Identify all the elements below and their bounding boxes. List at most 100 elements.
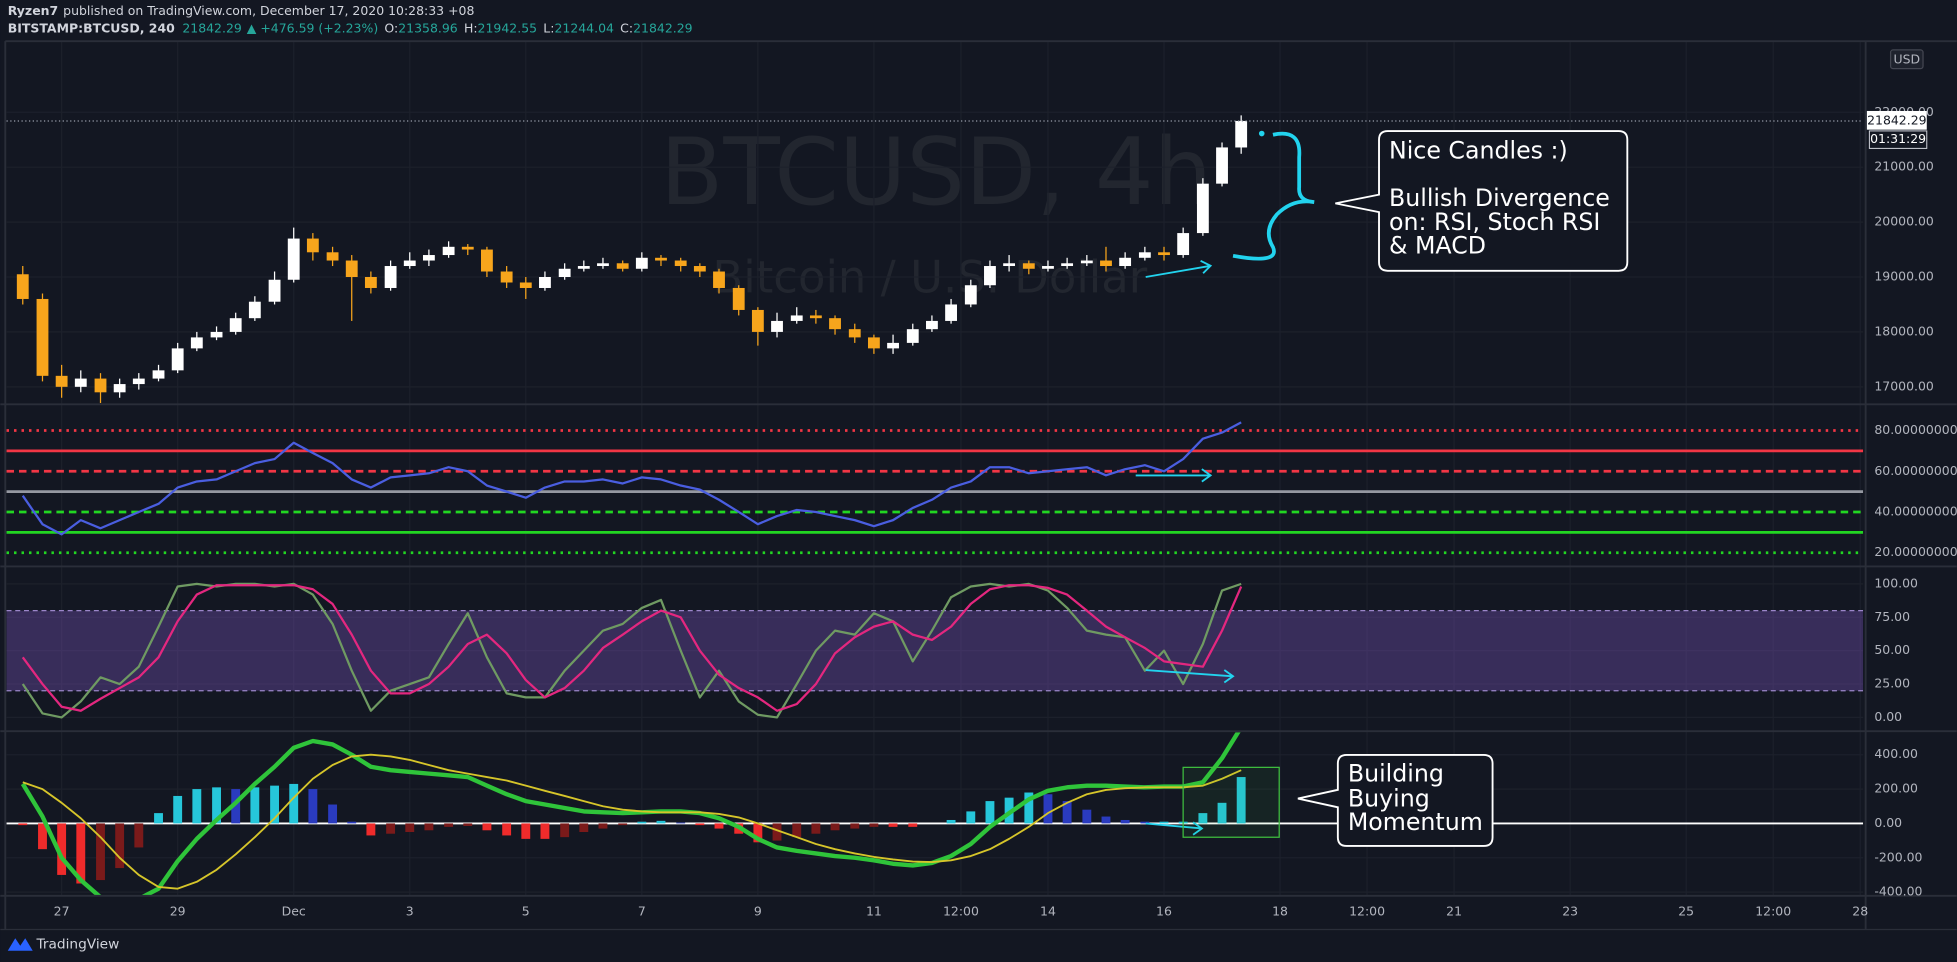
candle-body bbox=[422, 255, 435, 261]
brace bbox=[1232, 131, 1315, 261]
histogram-bar bbox=[154, 813, 163, 824]
candle-body bbox=[287, 238, 300, 280]
histogram-bar bbox=[38, 823, 47, 850]
callout-text: Buying bbox=[1348, 784, 1430, 812]
candle-body bbox=[1196, 183, 1209, 234]
histogram-bar bbox=[212, 787, 221, 824]
candle-body bbox=[713, 271, 725, 288]
x-tick-label: 25 bbox=[1678, 904, 1694, 919]
brand-logo bbox=[7, 938, 33, 951]
candle-body bbox=[1061, 263, 1074, 267]
candle-body bbox=[635, 257, 648, 269]
candle-body bbox=[500, 271, 513, 283]
candle-body bbox=[867, 337, 880, 349]
x-tick-label: 21 bbox=[1446, 904, 1462, 919]
histogram-bar bbox=[308, 789, 318, 824]
histogram-bar bbox=[908, 823, 918, 827]
histogram-bar bbox=[946, 819, 956, 824]
price-label-box bbox=[1866, 110, 1927, 130]
candle-body bbox=[1022, 263, 1035, 269]
callout-text: on: RSI, Stoch RSI bbox=[1389, 208, 1600, 236]
divergence-arrow bbox=[1145, 821, 1204, 836]
histogram-bar bbox=[579, 823, 589, 833]
x-tick-label: 14 bbox=[1040, 904, 1056, 919]
histogram-bar bbox=[76, 823, 86, 884]
candle-body bbox=[790, 315, 803, 321]
histogram-bar bbox=[1101, 816, 1111, 824]
low-label: L: bbox=[543, 20, 554, 35]
histogram-bar bbox=[598, 823, 608, 829]
y-tick-label: 40.000000000 bbox=[1874, 503, 1957, 518]
divergence-arrow bbox=[1145, 259, 1213, 278]
indicator-line bbox=[21, 584, 1243, 712]
candle-body bbox=[94, 378, 107, 393]
histogram-bar bbox=[463, 823, 473, 826]
y-tick-label: -200.00 bbox=[1874, 849, 1922, 864]
pane bbox=[6, 582, 1864, 719]
histogram-bar bbox=[270, 785, 280, 824]
candle-body bbox=[442, 246, 455, 256]
histogram-bar bbox=[1140, 821, 1150, 824]
author: Ryzen7 bbox=[8, 3, 58, 18]
candle-body bbox=[248, 301, 261, 319]
header-line-1: Ryzen7 published on TradingView.com, Dece… bbox=[8, 3, 475, 18]
candle-body bbox=[152, 370, 165, 379]
high-label: H: bbox=[464, 20, 478, 35]
candle-body bbox=[597, 263, 609, 267]
currency-badge[interactable] bbox=[1889, 49, 1924, 70]
candle-body bbox=[1080, 260, 1093, 264]
x-tick-label: 7 bbox=[638, 904, 646, 919]
histogram-bar bbox=[1217, 802, 1227, 824]
candle-body bbox=[461, 246, 474, 250]
histogram-bar bbox=[347, 821, 357, 824]
x-tick-label: 12:00 bbox=[1755, 904, 1791, 919]
candle-body bbox=[1119, 257, 1132, 267]
histogram-bar bbox=[115, 823, 125, 869]
pane bbox=[16, 115, 1248, 404]
candle-body bbox=[848, 329, 861, 338]
pane bbox=[6, 732, 1864, 896]
histogram-bar bbox=[366, 823, 376, 836]
candle-body bbox=[1158, 252, 1170, 256]
last-price: 21842.29 bbox=[182, 20, 242, 35]
low-value: 21244.04 bbox=[554, 20, 614, 35]
y-tick-label: 80.000000000 bbox=[1874, 422, 1957, 437]
y-tick-label: 18000.00 bbox=[1874, 323, 1934, 338]
y-tick-label: 0.00 bbox=[1874, 709, 1902, 724]
pane bbox=[6, 421, 1864, 555]
histogram-bar bbox=[1082, 809, 1092, 824]
candle-body bbox=[1138, 252, 1151, 258]
candle-body bbox=[345, 260, 358, 278]
histogram-bar bbox=[966, 811, 976, 824]
candle-body bbox=[1177, 233, 1190, 256]
histogram-bar bbox=[173, 795, 183, 824]
candle-body bbox=[984, 266, 996, 286]
divergence-arrow bbox=[1135, 468, 1213, 483]
x-tick-label: 28 bbox=[1852, 904, 1868, 919]
histogram-bar bbox=[888, 823, 898, 827]
candle-body bbox=[887, 342, 899, 349]
candle-body bbox=[364, 277, 377, 288]
candle-body bbox=[693, 266, 706, 272]
watermark-symbol: BTCUSD, 4h bbox=[660, 118, 1212, 226]
histogram-bar bbox=[521, 823, 531, 839]
histogram-bar bbox=[676, 822, 686, 824]
open-label: O: bbox=[384, 20, 398, 35]
y-tick-label: 21000.00 bbox=[1874, 159, 1934, 174]
histogram-bar bbox=[830, 823, 840, 831]
indicator-line bbox=[20, 732, 1241, 896]
callout-box bbox=[1335, 130, 1629, 272]
histogram-bar bbox=[231, 789, 241, 824]
histogram-bar bbox=[618, 823, 628, 826]
candle-body bbox=[751, 309, 764, 332]
x-tick-label: 16 bbox=[1156, 904, 1172, 919]
histogram-bar bbox=[714, 823, 724, 829]
published: published on TradingView.com, December 1… bbox=[63, 3, 474, 18]
candle-body bbox=[558, 268, 571, 278]
histogram-bar bbox=[1062, 801, 1072, 824]
x-tick-label: 12:00 bbox=[943, 904, 979, 919]
histogram-bar bbox=[850, 823, 860, 829]
y-tick-label: 17000.00 bbox=[1874, 378, 1934, 393]
candle-body bbox=[655, 257, 667, 261]
